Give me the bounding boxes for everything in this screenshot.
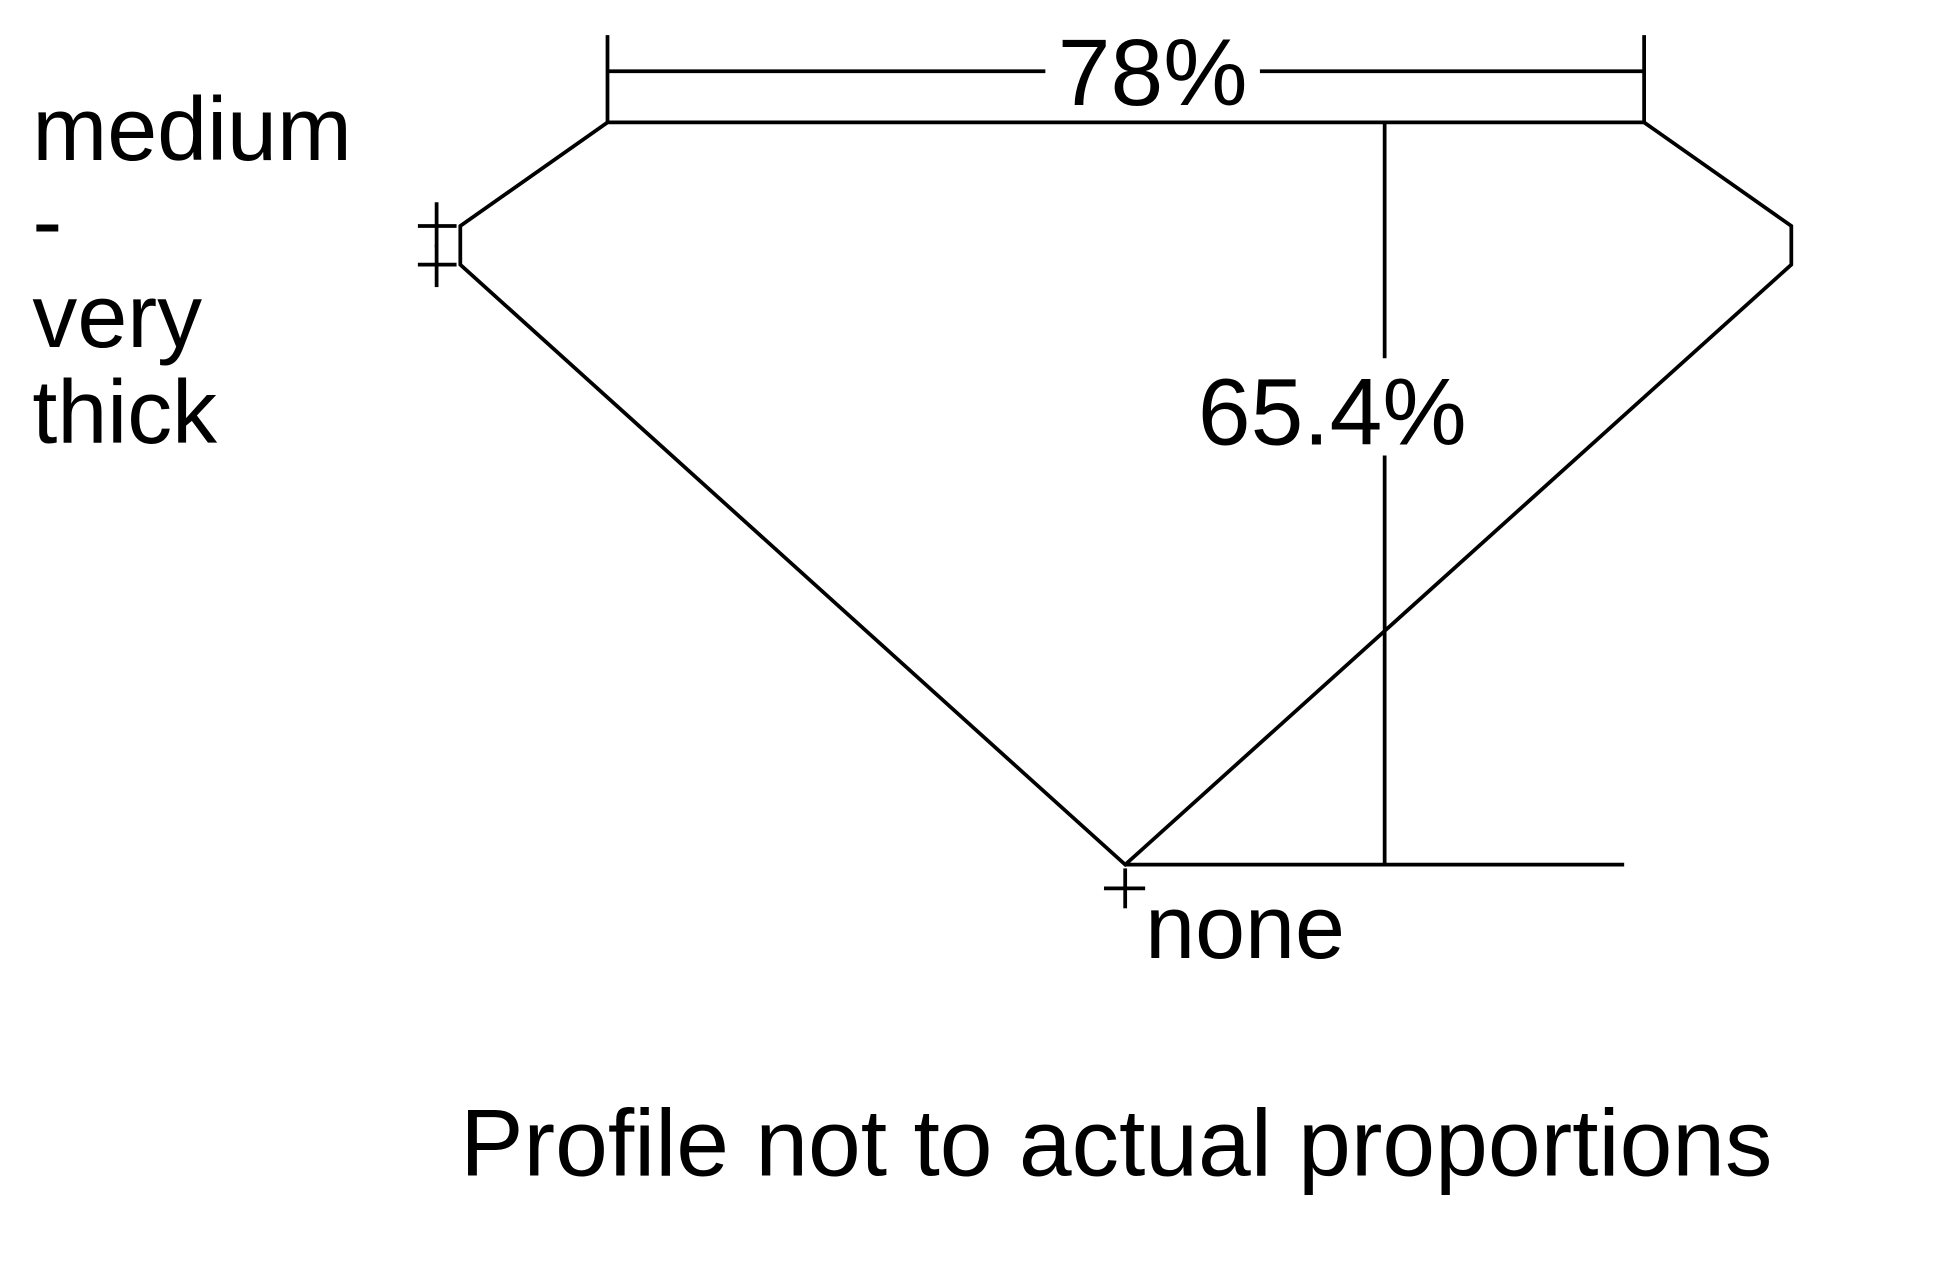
depth-dimension: 65.4% bbox=[1125, 122, 1625, 867]
profile-outline bbox=[458, 120, 1794, 868]
girdle-markers bbox=[417, 202, 457, 288]
culet-marker bbox=[1103, 868, 1146, 909]
table-dimension: 78% bbox=[605, 20, 1646, 126]
girdle-label-line: very bbox=[32, 267, 202, 367]
girdle-label-line: thick bbox=[32, 363, 218, 463]
gem-outline bbox=[458, 120, 1794, 868]
footnote: Profile not to actual proportions bbox=[460, 1090, 1772, 1196]
culet-label: none bbox=[1145, 878, 1345, 978]
girdle-label: medium - very thick bbox=[32, 80, 351, 463]
depth-label: 65.4% bbox=[1198, 359, 1467, 465]
girdle-label-line: - bbox=[32, 172, 62, 272]
girdle-label-line: medium bbox=[32, 80, 351, 180]
table-width-label: 78% bbox=[1058, 20, 1248, 126]
